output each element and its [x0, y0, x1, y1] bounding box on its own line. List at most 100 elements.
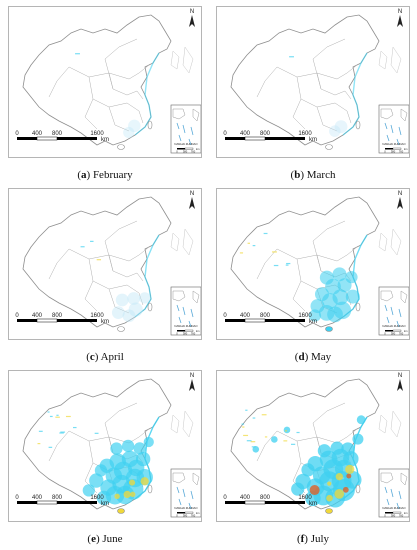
svg-text:380: 380 [183, 332, 188, 336]
heat-blob [319, 270, 334, 285]
heat-blob [123, 126, 135, 139]
heat-blob [89, 473, 104, 488]
svg-text:380: 380 [391, 150, 396, 154]
province-borders [256, 38, 358, 132]
heat-speck [290, 443, 296, 445]
coastal-heat [342, 52, 368, 136]
svg-text:800: 800 [52, 131, 63, 137]
heat-blob [301, 463, 315, 477]
svg-text:400: 400 [32, 495, 43, 501]
svg-text:0: 0 [176, 514, 178, 518]
heat-speck [243, 434, 249, 437]
china-map: N 0 400 800 1600 km [223, 9, 409, 154]
heat-speck [38, 430, 43, 432]
heat-speck [75, 53, 80, 55]
heat-speck [242, 426, 245, 428]
svg-text:N: N [398, 191, 402, 197]
svg-text:400: 400 [240, 131, 251, 137]
map-frame: N 0 400 800 1600 km [8, 6, 202, 158]
svg-text:0: 0 [384, 150, 386, 154]
heat-blob [283, 426, 291, 434]
svg-text:N: N [190, 373, 194, 379]
heat-hotspot [342, 486, 349, 493]
korea-outline [378, 414, 388, 434]
coastal-heat [134, 52, 160, 136]
heat-hotspot [130, 491, 136, 498]
heat-speck [94, 432, 99, 434]
north-arrow: N [397, 9, 403, 27]
north-arrow: N [189, 9, 195, 27]
heat-speck [65, 415, 71, 418]
caption-month: July [310, 533, 330, 545]
heat-blob [135, 451, 151, 467]
svg-text:NANHAI ZHUDAO: NANHAI ZHUDAO [174, 506, 198, 510]
map-panel-f: N 0 400 800 1600 km [216, 370, 410, 545]
svg-text:400: 400 [32, 131, 43, 137]
heat-speck [55, 416, 60, 418]
map-frame: N 0 400 800 1600 km [216, 370, 410, 522]
panel-caption: (d) May [294, 351, 332, 363]
heat-hotspot [335, 473, 344, 481]
panel-caption: (c) April [86, 351, 124, 363]
scale-bar: 0 400 800 1600 km [223, 495, 317, 507]
scale-bar: 0 400 800 1600 km [15, 313, 109, 325]
svg-text:1600: 1600 [298, 313, 312, 319]
heat-blob [329, 125, 341, 137]
heat-speck [80, 246, 85, 248]
heat-blob [133, 442, 146, 455]
heat-overlay [289, 52, 368, 137]
inset-map: NANHAI ZHUDAO 0 380 760 km [170, 104, 201, 154]
svg-text:km: km [196, 511, 199, 515]
heat-hotspot [309, 485, 320, 496]
heat-blob [110, 442, 123, 455]
heat-blob [341, 442, 355, 456]
china-map: N 0 400 800 1600 km [15, 191, 201, 336]
svg-text:1600: 1600 [90, 313, 104, 319]
heat-hotspot [140, 477, 149, 486]
hainan-island [325, 508, 333, 514]
china-map: N 0 400 800 1600 km [223, 191, 409, 336]
china-map: N 0 400 800 1600 km [15, 373, 201, 518]
korea-outline [170, 232, 180, 252]
svg-text:760: 760 [399, 332, 404, 336]
heat-speck [48, 446, 53, 448]
caption-letter: c [89, 351, 95, 363]
heat-blob [352, 433, 364, 445]
caption-letter: b [294, 169, 301, 181]
heat-hotspot [334, 489, 345, 499]
caption-month: May [311, 351, 332, 363]
heat-speck [241, 423, 245, 425]
heat-hotspot [129, 479, 136, 486]
svg-text:800: 800 [52, 495, 63, 501]
panel-caption: (e) June [87, 533, 123, 545]
svg-text:km: km [101, 137, 109, 143]
svg-text:km: km [404, 329, 407, 333]
heat-blob [143, 436, 154, 448]
heat-overlay [37, 411, 160, 506]
heat-blob [121, 439, 135, 453]
panel-caption: (b) March [290, 169, 336, 181]
heat-speck [264, 436, 268, 438]
svg-text:km: km [404, 511, 407, 515]
panel-caption: (a) February [77, 169, 133, 181]
svg-text:0: 0 [223, 495, 227, 501]
svg-text:N: N [398, 373, 402, 379]
caption-letter: f [300, 533, 305, 545]
north-arrow: N [189, 191, 195, 209]
svg-text:km: km [309, 501, 317, 507]
taiwan-island [355, 302, 361, 312]
hainan-island [325, 144, 333, 150]
scale-bar: 0 400 800 1600 km [223, 313, 317, 325]
heat-speck [245, 409, 248, 411]
north-arrow: N [397, 373, 403, 391]
heat-speck [272, 251, 277, 253]
korea-outline [378, 232, 388, 252]
panel-caption: (f) July [296, 533, 330, 545]
taiwan-island [147, 302, 153, 312]
china-outline [230, 14, 380, 146]
japan-outline [390, 410, 402, 438]
north-arrow: N [189, 373, 195, 391]
svg-text:800: 800 [260, 131, 271, 137]
heat-blob [122, 309, 136, 323]
heat-hotspot [114, 493, 120, 500]
